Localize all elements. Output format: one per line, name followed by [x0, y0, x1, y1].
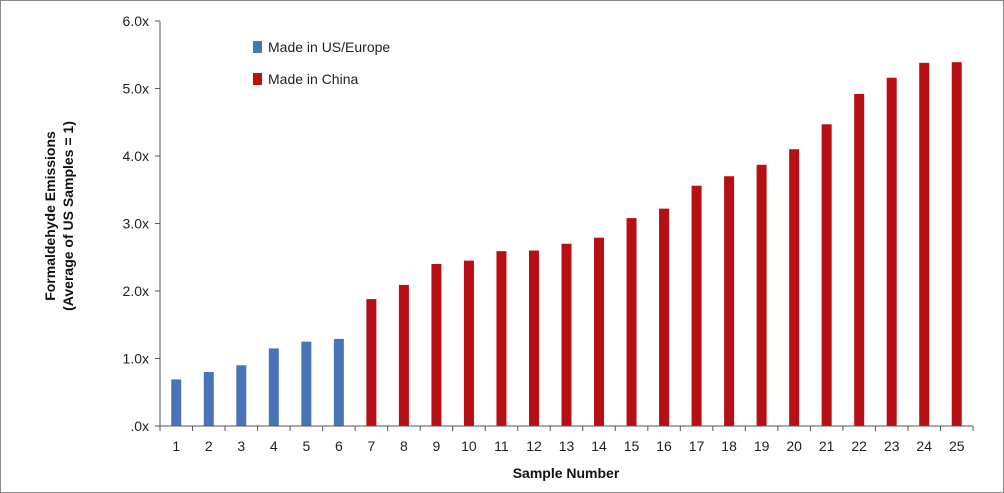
x-tick-label: 12 — [526, 438, 542, 454]
y-axis-title-line-1: Formaldehyde Emissions — [42, 131, 58, 301]
y-tick-label: 6.0x — [123, 13, 149, 29]
x-axis-title: Sample Number — [513, 465, 620, 481]
bar-sample-22 — [854, 93, 865, 427]
y-tick-label: 5.0x — [123, 81, 149, 97]
x-tick-label: 20 — [786, 438, 802, 454]
bar-sample-4 — [268, 348, 279, 426]
bar-sample-16 — [659, 208, 670, 426]
x-tick-label: 9 — [433, 438, 441, 454]
legend-swatch-us-europe — [253, 41, 262, 53]
bar-sample-7 — [366, 299, 377, 426]
x-tick-label: 4 — [270, 438, 278, 454]
bar-sample-11 — [496, 251, 507, 426]
bar-sample-1 — [171, 379, 182, 426]
x-tick-label: 7 — [367, 438, 375, 454]
legend: Made in US/Europe Made in China — [253, 39, 390, 87]
y-axis-title: Formaldehyde Emissions (Average of US Sa… — [42, 121, 76, 311]
x-tick-label: 11 — [494, 438, 509, 454]
bar-sample-8 — [398, 284, 409, 426]
y-axis-title-line-2: (Average of US Samples = 1) — [60, 121, 76, 311]
y-tick-label: .0x — [130, 418, 149, 434]
x-axis-ticks: 1 2 3 4 5 6 7 8 9 10 11 12 13 14 15 16 17 18 19 20 21 22 23 24 2… — [159, 426, 974, 454]
bar-sample-17 — [691, 185, 702, 426]
bar-sample-2 — [203, 372, 214, 426]
x-tick-label: 19 — [754, 438, 770, 454]
bar-sample-23 — [886, 77, 897, 426]
bar-sample-20 — [789, 149, 800, 426]
legend-label-china: Made in China — [268, 71, 358, 87]
x-tick-label: 14 — [591, 438, 607, 454]
x-tick-label: 8 — [400, 438, 408, 454]
x-tick-label: 22 — [851, 438, 867, 454]
x-tick-label: 15 — [624, 438, 640, 454]
bar-sample-9 — [431, 264, 442, 426]
x-tick-label: 16 — [656, 438, 672, 454]
x-tick-label: 21 — [819, 438, 835, 454]
bar-sample-14 — [594, 237, 605, 426]
bars — [171, 62, 962, 427]
x-tick-label: 1 — [172, 438, 180, 454]
bar-sample-21 — [821, 124, 832, 427]
x-tick-label: 13 — [559, 438, 575, 454]
x-tick-label: 23 — [884, 438, 900, 454]
bar-sample-24 — [919, 62, 930, 426]
legend-item-china: Made in China — [253, 71, 358, 87]
bar-sample-15 — [626, 218, 637, 426]
x-tick-label: 24 — [916, 438, 932, 454]
bar-sample-5 — [301, 341, 312, 426]
x-tick-label: 3 — [237, 438, 245, 454]
x-tick-label: 18 — [721, 438, 737, 454]
x-tick-label: 5 — [302, 438, 310, 454]
bar-sample-18 — [724, 176, 735, 426]
y-tick-label: 2.0x — [123, 283, 149, 299]
bar-sample-10 — [463, 260, 474, 426]
bar-sample-13 — [561, 243, 572, 426]
bar-sample-3 — [236, 365, 247, 426]
bar-sample-6 — [333, 338, 344, 426]
y-axis-ticks: .0x 1.0x 2.0x 3.0x 4.0x 5.0x 6.0x — [123, 13, 160, 434]
bar-sample-12 — [528, 250, 539, 426]
y-tick-label: 4.0x — [123, 148, 149, 164]
y-tick-label: 1.0x — [123, 351, 149, 367]
x-tick-label: 2 — [205, 438, 213, 454]
x-tick-label: 10 — [461, 438, 477, 454]
legend-label-us-europe: Made in US/Europe — [268, 39, 390, 55]
axes — [159, 21, 973, 427]
x-tick-label: 6 — [335, 438, 343, 454]
x-tick-label: 25 — [949, 438, 965, 454]
legend-item-us-europe: Made in US/Europe — [253, 39, 390, 55]
bar-sample-25 — [951, 62, 962, 427]
legend-swatch-china — [253, 73, 262, 85]
y-tick-label: 3.0x — [123, 216, 149, 232]
x-tick-label: 17 — [689, 438, 705, 454]
bar-sample-19 — [756, 164, 767, 426]
